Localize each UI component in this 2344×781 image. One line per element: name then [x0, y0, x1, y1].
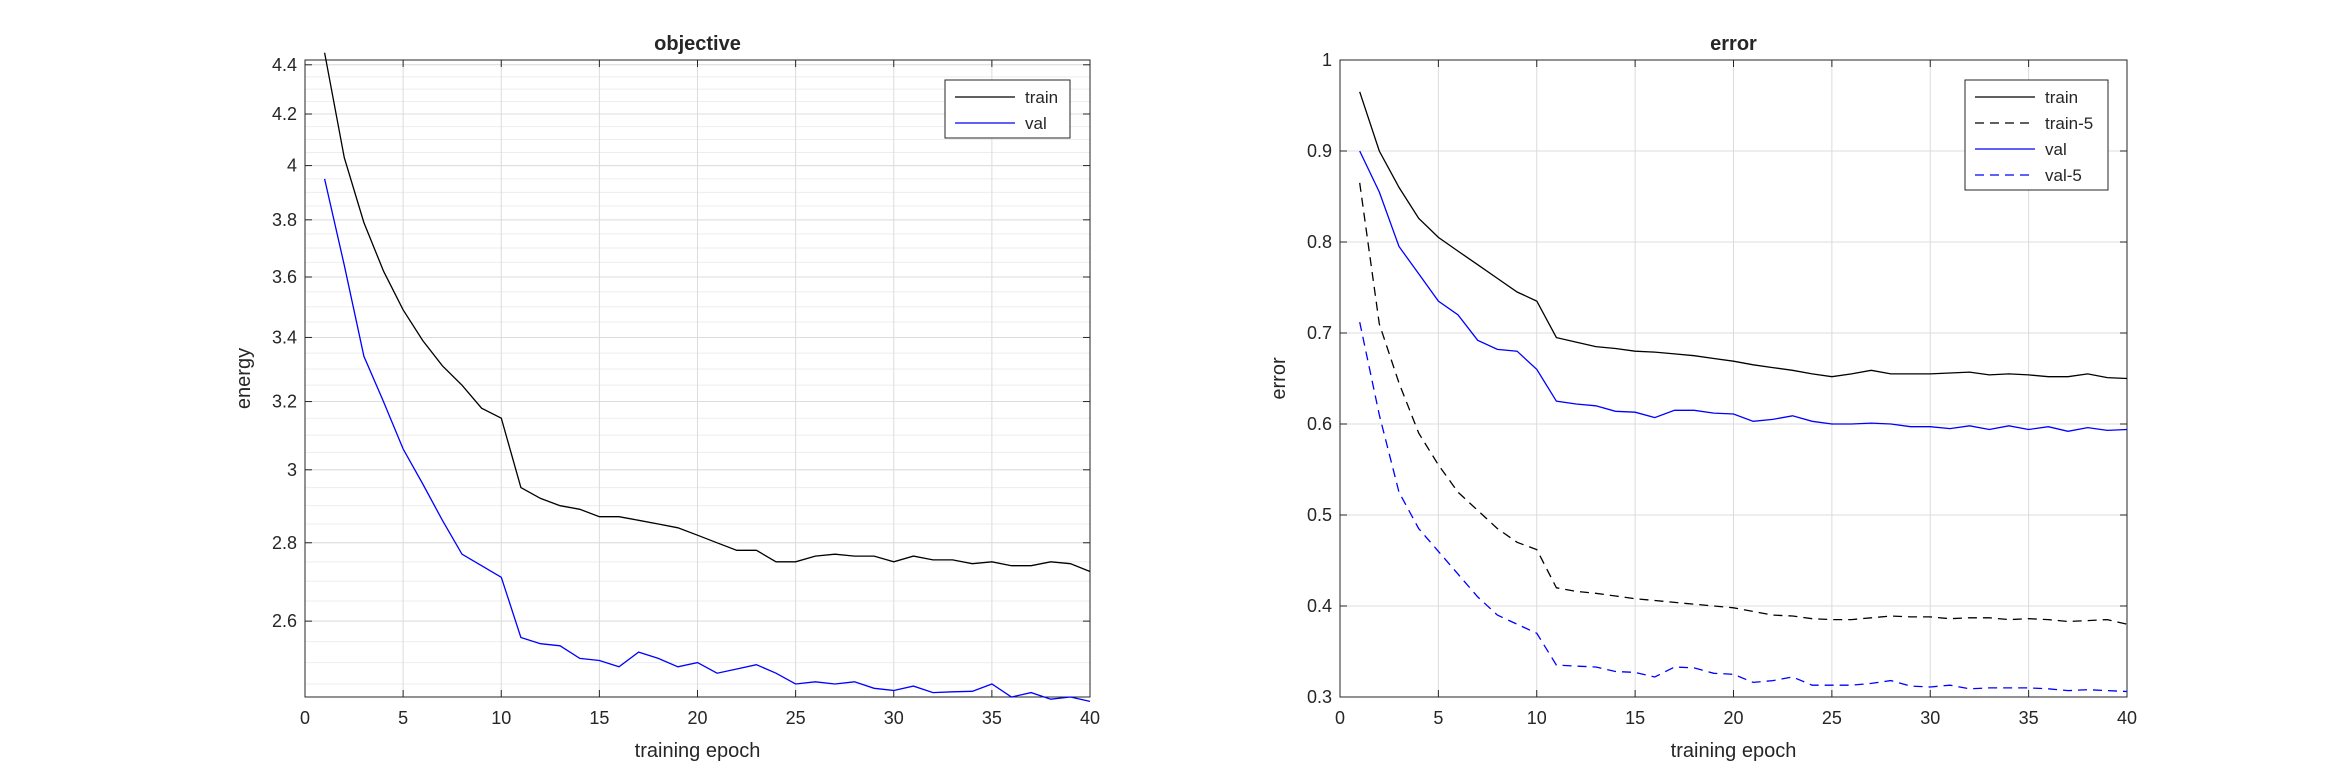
chart-title: objective	[654, 33, 741, 55]
y-tick-label: 3.4	[272, 327, 297, 347]
y-tick-label: 3.6	[272, 267, 297, 287]
y-tick-label: 3.8	[272, 210, 297, 230]
x-tick-label: 30	[884, 708, 904, 728]
x-tick-label: 35	[2019, 708, 2039, 728]
y-axis-label: energy	[233, 348, 255, 409]
y-tick-label: 0.4	[1307, 596, 1332, 616]
x-tick-label: 35	[982, 708, 1002, 728]
y-tick-label: 0.9	[1307, 141, 1332, 161]
x-tick-label: 40	[2117, 708, 2137, 728]
y-tick-label: 0.8	[1307, 232, 1332, 252]
x-tick-label: 0	[1335, 708, 1345, 728]
x-tick-label: 15	[1625, 708, 1645, 728]
y-tick-label: 2.6	[272, 611, 297, 631]
x-tick-label: 10	[491, 708, 511, 728]
chart-title: error	[1710, 33, 1757, 55]
series-line-train	[1359, 91, 2128, 380]
y-tick-label: 0.3	[1307, 687, 1332, 707]
x-tick-label: 40	[1080, 708, 1100, 728]
legend: train train-5 val val-5	[1964, 79, 2109, 191]
legend-label: val	[2045, 140, 2067, 159]
major-grid	[305, 60, 1090, 697]
chart-0: 0 5 10 15 20 25 30 35 40 2.6 2.8 3 3.2 3.4 3.6 3.8 4 4.2 4…	[233, 33, 1100, 762]
legend-label: val-5	[2045, 166, 2082, 185]
series-line-train-5	[1359, 182, 2128, 625]
legend-label: train	[2045, 88, 2078, 107]
y-tick-label: 4.4	[272, 55, 297, 75]
legend-box	[1964, 79, 2109, 191]
y-tick-label: 0.7	[1307, 323, 1332, 343]
x-tick-label: 25	[1822, 708, 1842, 728]
legend-label: val	[1025, 114, 1047, 133]
y-tick-label: 1	[1322, 50, 1332, 70]
series-line-train	[323, 52, 1091, 573]
x-tick-label: 5	[1433, 708, 1443, 728]
x-tick-label: 15	[589, 708, 609, 728]
legend-box	[944, 79, 1071, 139]
legend: train val	[944, 79, 1071, 139]
y-tick-label: 4.2	[272, 104, 297, 124]
x-tick-label: 20	[1723, 708, 1743, 728]
x-tick-label: 30	[1920, 708, 1940, 728]
y-tick-label: 2.8	[272, 533, 297, 553]
x-tick-label: 5	[398, 708, 408, 728]
series-line-val	[323, 178, 1091, 703]
x-tick-label: 0	[300, 708, 310, 728]
major-grid	[1340, 60, 2127, 697]
x-axis-label: training epoch	[1671, 740, 1797, 762]
legend-label: train	[1025, 88, 1058, 107]
series-line-val-5	[1359, 321, 2128, 693]
x-axis-label: training epoch	[635, 740, 761, 762]
y-axis-label: error	[1268, 357, 1290, 400]
x-tick-label: 25	[786, 708, 806, 728]
series-line-val	[1359, 150, 2128, 432]
y-tick-label: 0.6	[1307, 414, 1332, 434]
y-tick-label: 4	[287, 156, 297, 176]
y-tick-label: 3.2	[272, 392, 297, 412]
chart-1: 0 5 10 15 20 25 30 35 40 0.3 0.4 0.5 0.6 0.7 0.8 0.9 1 er…	[1268, 33, 2137, 762]
y-tick-label: 3	[287, 460, 297, 480]
legend-label: train-5	[2045, 114, 2093, 133]
y-tick-label: 0.5	[1307, 505, 1332, 525]
x-tick-label: 20	[687, 708, 707, 728]
x-tick-label: 10	[1527, 708, 1547, 728]
